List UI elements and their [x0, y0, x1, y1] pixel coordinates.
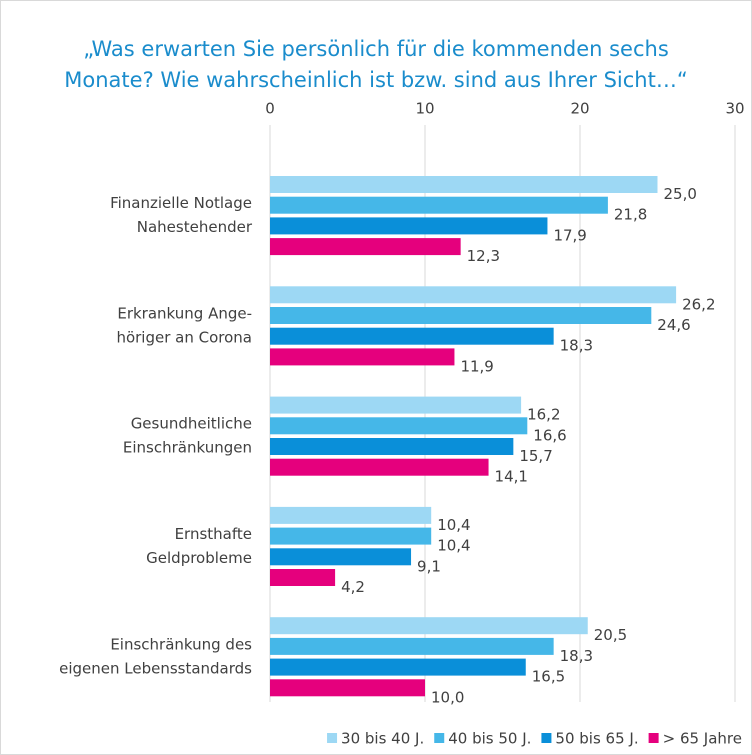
category-label: eigenen Lebensstandards: [59, 659, 252, 677]
value-label: 15,7: [519, 447, 552, 465]
value-label: 26,2: [682, 295, 715, 313]
legend-swatch: [648, 733, 659, 743]
category-label: Ernsthafte: [175, 525, 252, 543]
bar: [270, 438, 514, 455]
bar: [270, 548, 412, 566]
bar: [270, 417, 528, 435]
legend-swatch: [327, 733, 338, 743]
bar: [270, 458, 489, 476]
value-label: 14,1: [495, 468, 528, 486]
bar: [270, 286, 677, 304]
category-label: Erkrankung Ange-: [117, 304, 252, 322]
chart-title: Monate? Wie wahrscheinlich ist bzw. sind…: [64, 68, 687, 92]
value-label: 10,0: [431, 688, 464, 706]
legend-label: 30 bis 40 J.: [341, 730, 424, 748]
value-label: 25,0: [664, 185, 697, 203]
x-tick-label: 10: [415, 100, 434, 118]
value-label: 16,2: [527, 406, 560, 424]
value-label: 18,3: [560, 337, 593, 355]
x-tick-label: 0: [265, 100, 275, 118]
value-label: 17,9: [553, 226, 586, 244]
bar: [270, 506, 432, 524]
value-label: 20,5: [594, 626, 627, 644]
legend-swatch: [434, 733, 445, 743]
bar: [270, 679, 425, 697]
value-label: 10,4: [437, 537, 470, 555]
value-label: 10,4: [437, 516, 470, 534]
bar: [270, 617, 588, 635]
category-label: Einschränkung des: [110, 635, 252, 653]
value-label: 24,6: [657, 316, 690, 334]
legend-label: 40 bis 50 J.: [448, 730, 531, 748]
bar: [270, 658, 526, 676]
bar: [270, 176, 658, 193]
category-label: Nahestehender: [137, 218, 253, 236]
legend-swatch: [541, 733, 552, 743]
x-tick-label: 30: [725, 100, 744, 118]
legend-label: > 65 Jahre: [663, 730, 742, 748]
value-label: 16,5: [532, 668, 565, 686]
bar: [270, 238, 461, 256]
value-label: 18,3: [560, 647, 593, 665]
bar: [270, 637, 554, 655]
bar: [270, 327, 554, 345]
category-label: höriger an Corona: [116, 328, 252, 346]
bar: [270, 396, 522, 414]
x-tick-label: 20: [570, 100, 589, 118]
category-label: Gesundheitliche: [131, 415, 252, 433]
category-label: Einschränkungen: [123, 439, 252, 457]
value-label: 4,2: [341, 578, 365, 596]
bar: [270, 527, 432, 545]
value-label: 16,6: [533, 426, 566, 444]
bar: [270, 196, 608, 214]
value-label: 9,1: [417, 557, 441, 575]
bar: [270, 348, 455, 366]
legend-label: 50 bis 65 J.: [555, 730, 638, 748]
value-label: 11,9: [460, 357, 493, 375]
category-label: Finanzielle Notlage: [110, 194, 252, 212]
value-label: 12,3: [467, 247, 500, 265]
bar: [270, 307, 652, 324]
value-label: 21,8: [614, 206, 647, 224]
bar: [270, 569, 336, 586]
bar: [270, 217, 548, 235]
chart-title: „Was erwarten Sie persönlich für die kom…: [83, 37, 669, 61]
category-label: Geldprobleme: [146, 549, 252, 567]
